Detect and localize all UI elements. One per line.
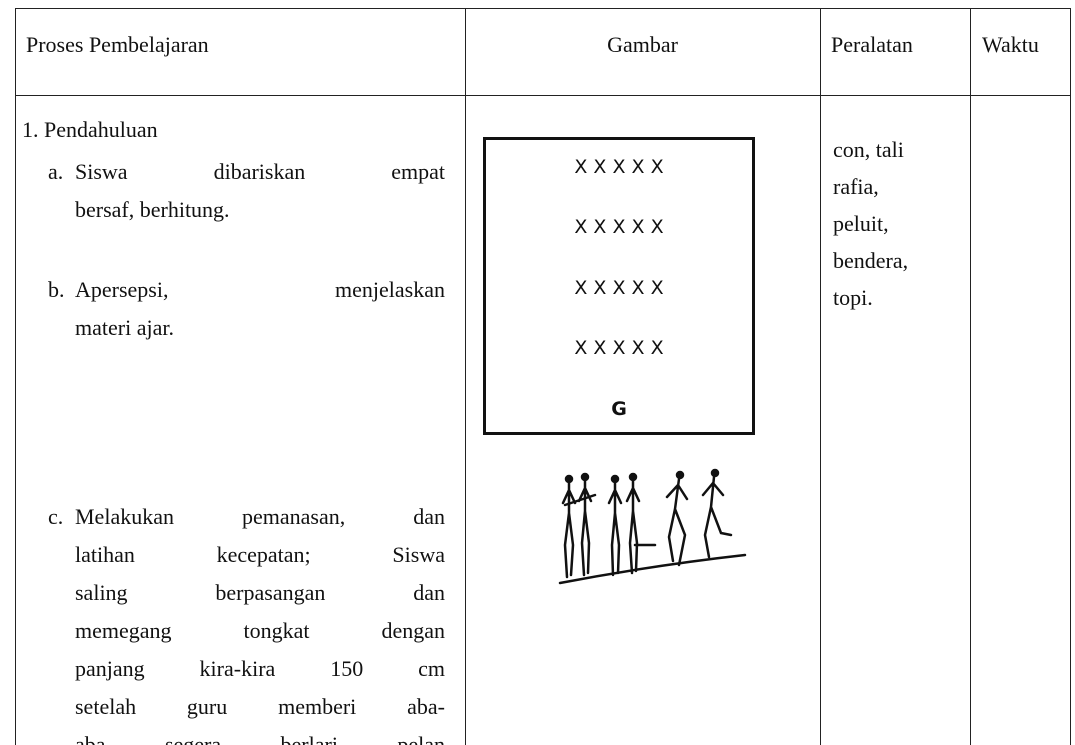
equipment-line: bendera, [833, 248, 909, 273]
column-header: Waktu [982, 32, 1039, 57]
column-header: Proses Pembelajaran [26, 32, 209, 57]
equipment-line: peluit, [833, 211, 889, 236]
item-text: materi ajar. [75, 315, 174, 340]
column-header: Peralatan [831, 32, 913, 57]
formation-row: X X X X X [574, 216, 664, 238]
item-text: panjang kira-kira 150 cm [75, 656, 445, 681]
runners-illustration [558, 468, 747, 585]
formation-row: X X X X X [574, 337, 664, 359]
item-text: bersaf, berhitung. [75, 197, 230, 222]
column-header: Gambar [607, 32, 678, 57]
item-text: saling berpasangan dan [75, 580, 445, 605]
item-text: setelah guru memberi aba- [75, 694, 445, 719]
item-text: Melakukan pemanasan, dan [75, 504, 445, 529]
formation-row: X X X X X [574, 277, 664, 299]
item-label: c. [48, 504, 64, 529]
table-border [1070, 8, 1071, 745]
table-border [465, 8, 466, 745]
table-border [15, 95, 1071, 96]
table-border [820, 8, 821, 745]
equipment-line: topi. [833, 285, 873, 310]
equipment-line: rafia, [833, 174, 879, 199]
table-border [15, 8, 1071, 9]
item-text: Apersepsi, menjelaskan [75, 277, 445, 302]
formation-box [483, 137, 755, 435]
table-border [15, 8, 16, 745]
section-title: 1. Pendahuluan [22, 117, 158, 142]
item-text: memegang tongkat dengan [75, 618, 445, 643]
table-border [970, 8, 971, 745]
item-text: aba segera berlari pelan [75, 732, 445, 745]
formation-row: X X X X X [574, 156, 664, 178]
equipment-line: con, tali [833, 137, 904, 162]
item-label: b. [48, 277, 65, 302]
item-label: a. [48, 159, 64, 184]
item-text: latihan kecepatan; Siswa [75, 542, 445, 567]
item-text: Siswa dibariskan empat [75, 159, 445, 184]
teacher-mark: G [611, 398, 627, 420]
